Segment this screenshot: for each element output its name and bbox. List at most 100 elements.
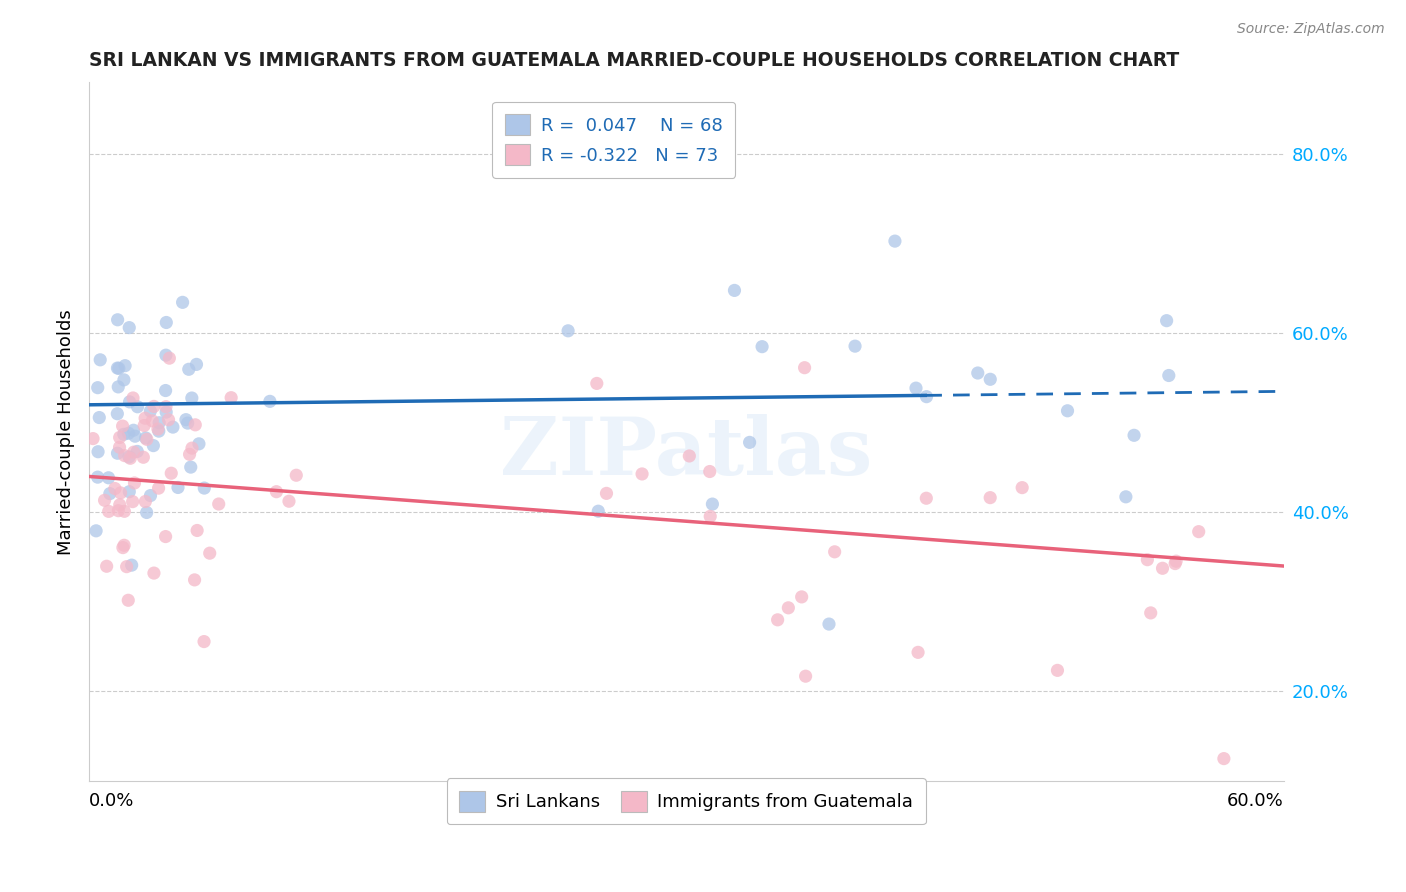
Text: SRI LANKAN VS IMMIGRANTS FROM GUATEMALA MARRIED-COUPLE HOUSEHOLDS CORRELATION CH: SRI LANKAN VS IMMIGRANTS FROM GUATEMALA … <box>89 51 1180 70</box>
Point <box>1011 481 1033 495</box>
Point <box>89 410 111 425</box>
Point <box>98 486 121 500</box>
Point <box>112 538 135 552</box>
Point <box>557 324 579 338</box>
Point <box>105 407 128 421</box>
Point <box>699 465 721 479</box>
Point <box>1139 606 1161 620</box>
Point <box>723 284 745 298</box>
Point <box>778 600 800 615</box>
Point <box>588 504 610 518</box>
Text: ZIPatlas: ZIPatlas <box>501 414 873 491</box>
Point <box>135 506 157 520</box>
Point <box>139 489 162 503</box>
Point <box>907 645 929 659</box>
Point <box>148 424 170 438</box>
Point <box>1115 490 1137 504</box>
Point <box>595 486 617 500</box>
Point <box>108 361 131 376</box>
Point <box>699 509 721 524</box>
Point <box>108 498 131 512</box>
Point <box>148 481 170 495</box>
Point <box>186 524 208 538</box>
Point <box>134 418 156 433</box>
Point <box>177 362 200 376</box>
Point <box>135 433 157 447</box>
Point <box>751 340 773 354</box>
Point <box>114 449 136 463</box>
Point <box>82 432 104 446</box>
Point <box>115 559 138 574</box>
Point <box>107 361 129 376</box>
Point <box>108 440 131 454</box>
Point <box>167 480 190 494</box>
Point <box>187 437 209 451</box>
Point <box>97 504 120 518</box>
Point <box>107 312 129 326</box>
Point <box>157 413 180 427</box>
Point <box>89 352 111 367</box>
Point <box>155 405 177 419</box>
Point <box>142 566 165 580</box>
Point <box>904 381 927 395</box>
Point <box>146 422 169 436</box>
Point <box>208 497 231 511</box>
Text: 60.0%: 60.0% <box>1227 792 1284 810</box>
Point <box>114 359 136 373</box>
Point <box>118 450 141 464</box>
Point <box>127 444 149 458</box>
Point <box>1188 524 1211 539</box>
Point <box>766 613 789 627</box>
Point <box>793 360 815 375</box>
Point <box>87 381 110 395</box>
Point <box>180 391 202 405</box>
Point <box>142 439 165 453</box>
Point <box>111 541 134 555</box>
Point <box>122 423 145 437</box>
Point <box>157 351 180 366</box>
Point <box>193 481 215 495</box>
Point <box>966 366 988 380</box>
Point <box>112 373 135 387</box>
Point <box>979 491 1001 505</box>
Point <box>198 546 221 560</box>
Point <box>139 404 162 418</box>
Point <box>1123 428 1146 442</box>
Point <box>1212 751 1234 765</box>
Point <box>112 427 135 442</box>
Point <box>884 234 907 248</box>
Point <box>121 494 143 508</box>
Point <box>107 380 129 394</box>
Point <box>219 391 242 405</box>
Point <box>122 445 145 459</box>
Point <box>790 590 813 604</box>
Point <box>266 484 288 499</box>
Point <box>118 484 141 499</box>
Point <box>155 384 177 398</box>
Point <box>87 444 110 458</box>
Point <box>110 486 132 500</box>
Point <box>155 400 177 414</box>
Point <box>915 491 938 506</box>
Point <box>104 482 127 496</box>
Point <box>118 395 141 409</box>
Point <box>702 497 724 511</box>
Point <box>738 435 761 450</box>
Point <box>124 475 146 490</box>
Point <box>121 558 143 573</box>
Text: 0.0%: 0.0% <box>89 792 135 810</box>
Point <box>186 358 208 372</box>
Point <box>1046 664 1069 678</box>
Point <box>193 634 215 648</box>
Point <box>179 447 201 461</box>
Point <box>155 316 177 330</box>
Point <box>915 390 938 404</box>
Point <box>108 430 131 444</box>
Legend: Sri Lankans, Immigrants from Guatemala: Sri Lankans, Immigrants from Guatemala <box>447 778 927 824</box>
Point <box>93 493 115 508</box>
Point <box>183 573 205 587</box>
Point <box>132 450 155 465</box>
Point <box>585 376 607 391</box>
Point <box>155 530 177 544</box>
Point <box>134 494 156 508</box>
